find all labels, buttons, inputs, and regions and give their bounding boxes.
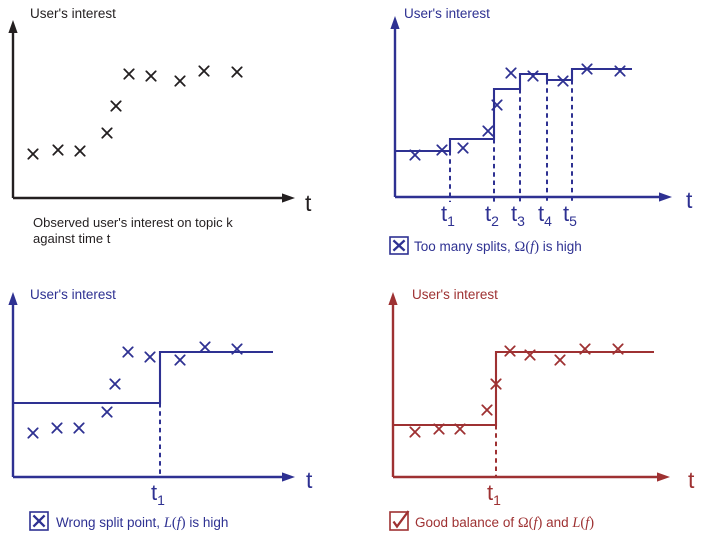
- figure-caption-line: against time t: [33, 231, 111, 246]
- y-axis-title: User's interest: [412, 287, 498, 302]
- y-axis-arrow-icon: [8, 292, 18, 305]
- x-axis-label: t: [688, 467, 695, 493]
- data-point-x-mark: [27, 427, 39, 439]
- good-balance-canvas: User's interest t t1 Good balance of Ω(f) a…: [388, 287, 695, 531]
- data-point-x-mark: [504, 345, 516, 357]
- data-point-x-mark: [554, 354, 566, 366]
- data-point-x-mark: [490, 378, 502, 390]
- y-axis-title: User's interest: [404, 6, 490, 21]
- step-function-line: [13, 350, 273, 405]
- split-label-t3: t3: [511, 201, 525, 229]
- data-point-x-mark: [144, 351, 156, 363]
- y-axis-arrow-icon: [390, 16, 400, 29]
- split-label-t5: t5: [563, 201, 577, 229]
- split-label-t4: t4: [538, 201, 552, 229]
- data-point-x-mark: [454, 423, 466, 435]
- data-point-x-mark: [123, 68, 135, 80]
- figure-caption-line: Observed user's interest on topic k: [33, 215, 233, 230]
- data-point-x-mark: [101, 406, 113, 418]
- data-point-x-mark: [74, 145, 86, 157]
- x-axis-label: t: [306, 467, 313, 493]
- data-point-x-mark: [198, 65, 210, 77]
- checked-box-icon: [389, 510, 410, 531]
- data-point-x-mark: [231, 343, 243, 355]
- data-point-x-mark: [527, 70, 539, 82]
- split-label-t1: t1: [441, 201, 455, 229]
- legend-caption-text: Too many splits, Ω(f) is high: [414, 239, 582, 255]
- x-axis-arrow-icon: [659, 192, 672, 202]
- data-point-x-mark: [199, 341, 211, 353]
- step-function-line: [393, 350, 654, 427]
- panel-good-balance: User's interest t t1 Good balance of Ω(f) a…: [352, 267, 703, 534]
- split-label-t2: t2: [485, 201, 499, 229]
- data-point-x-mark: [524, 349, 536, 361]
- split-label-t1: t1: [487, 480, 501, 508]
- x-axis-arrow-icon: [282, 472, 295, 482]
- y-axis-arrow-icon: [8, 20, 18, 33]
- data-point-x-mark: [457, 142, 469, 154]
- step-function-line: [395, 67, 632, 153]
- crossed-box-icon: [29, 511, 49, 531]
- data-point-x-mark: [557, 75, 569, 87]
- x-axis-arrow-icon: [657, 472, 670, 482]
- x-axis-label: t: [305, 190, 312, 216]
- data-point-x-mark: [491, 99, 503, 111]
- data-point-x-mark: [51, 422, 63, 434]
- data-point-x-mark: [109, 378, 121, 390]
- data-point-x-mark: [614, 65, 626, 77]
- data-point-x-mark: [579, 343, 591, 355]
- y-axis-title: User's interest: [30, 287, 116, 302]
- x-axis-label: t: [686, 187, 693, 213]
- crossed-box-icon: [389, 236, 409, 255]
- data-point-x-mark: [174, 354, 186, 366]
- panel-wrong-split: User's interest t t1 Wrong split point, L(f…: [0, 267, 352, 534]
- data-point-x-mark: [481, 404, 493, 416]
- data-point-x-mark: [27, 148, 39, 160]
- y-axis-title: User's interest: [30, 6, 116, 21]
- x-axis-arrow-icon: [282, 193, 295, 203]
- data-point-x-mark: [122, 346, 134, 358]
- observed-canvas: User's interest t Observed user's interest…: [8, 6, 312, 246]
- data-point-x-mark: [174, 75, 186, 87]
- data-point-x-mark: [482, 125, 494, 137]
- data-point-x-mark: [101, 127, 113, 139]
- split-label-t1: t1: [151, 480, 165, 508]
- data-point-x-mark: [505, 67, 517, 79]
- panel-observed: User's interest t Observed user's interest…: [0, 0, 352, 267]
- too-many-splits-canvas: User's interest t t1 t2 t3 t4 t5 Too many split…: [389, 6, 693, 255]
- panel-too-many-splits: User's interest t t1 t2 t3 t4 t5 Too many split…: [352, 0, 703, 267]
- data-point-x-mark: [433, 423, 445, 435]
- data-point-x-mark: [52, 144, 64, 156]
- data-point-x-mark: [145, 70, 157, 82]
- data-point-x-mark: [73, 422, 85, 434]
- legend-caption-text: Good balance of Ω(f) and L(f): [415, 515, 594, 531]
- data-point-x-mark: [409, 149, 421, 161]
- data-point-x-mark: [409, 426, 421, 438]
- legend-caption-text: Wrong split point, L(f) is high: [56, 515, 228, 531]
- data-point-x-mark: [581, 63, 593, 75]
- data-point-x-mark: [231, 66, 243, 78]
- wrong-split-canvas: User's interest t t1 Wrong split point, L(f…: [8, 287, 313, 531]
- data-point-x-mark: [436, 144, 448, 156]
- y-axis-arrow-icon: [388, 292, 398, 305]
- data-point-x-mark: [612, 343, 624, 355]
- data-point-x-mark: [110, 100, 122, 112]
